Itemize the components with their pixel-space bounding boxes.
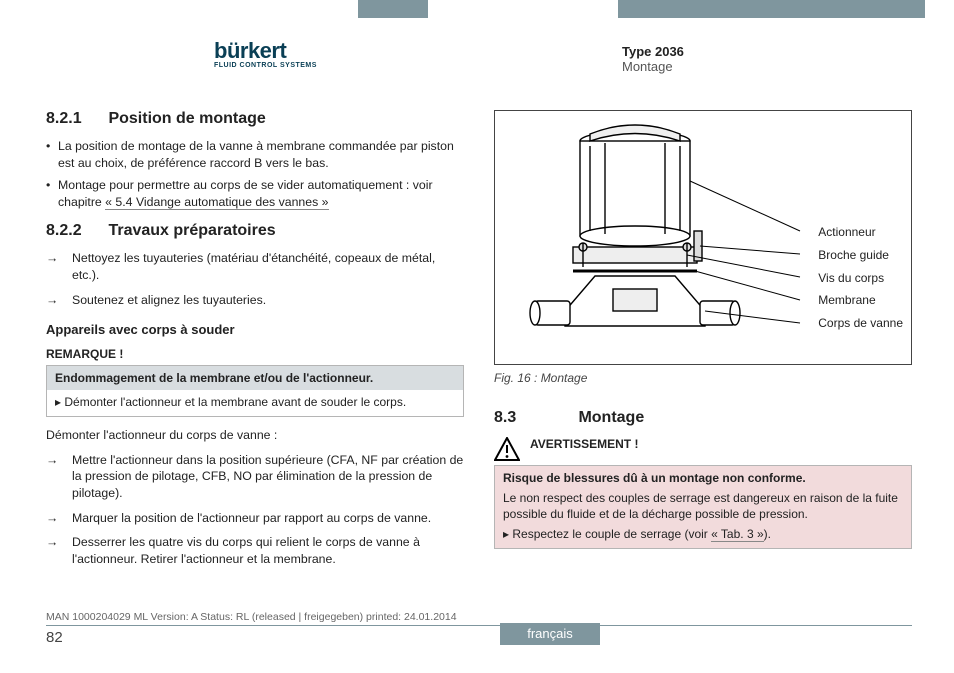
top-tab-right: [618, 0, 925, 18]
heading-822-num: 8.2.2: [46, 222, 104, 240]
figure-label: Broche guide: [818, 244, 903, 267]
brand-name: bürkert: [214, 40, 334, 62]
list-item: Desserrer les quatre vis du corps qui re…: [46, 534, 464, 567]
brand-tagline: FLUID CONTROL SYSTEMS: [214, 62, 334, 69]
heading-83: 8.3 Montage: [494, 409, 912, 427]
heading-83-title: Montage: [578, 409, 644, 426]
figure-label: Vis du corps: [818, 267, 903, 290]
language-tab: français: [500, 623, 600, 645]
warning-box: Risque de blessures dû à un montage non …: [494, 465, 912, 549]
heading-solder: Appareils avec corps à souder: [46, 322, 464, 337]
figure-labels: Actionneur Broche guide Vis du corps Mem…: [818, 221, 903, 335]
figure-label: Membrane: [818, 289, 903, 312]
warning-item: Respectez le couple de serrage (voir « T…: [495, 527, 911, 548]
figure-label: Corps de vanne: [818, 312, 903, 335]
demonter-steps: Mettre l'actionneur dans la position sup…: [46, 452, 464, 568]
page-number: 82: [46, 629, 63, 646]
note-body: Démonter l'actionneur et la membrane ava…: [47, 390, 463, 416]
list-item: Nettoyez les tuyauteries (matériau d'éta…: [46, 250, 464, 283]
top-tab-left: [358, 0, 428, 18]
note-label: REMARQUE !: [46, 347, 464, 361]
header-right: Type 2036 Montage: [622, 44, 684, 74]
heading-821: 8.2.1 Position de montage: [46, 110, 464, 128]
list-item: Marquer la position de l'actionneur par …: [46, 510, 464, 527]
warning-body: Le non respect des couples de serrage es…: [495, 490, 911, 527]
warning-header-row: AVERTISSEMENT !: [494, 437, 912, 461]
heading-821-title: Position de montage: [108, 110, 265, 127]
bullets-821: La position de montage de la vanne à mem…: [46, 138, 464, 210]
heading-83-num: 8.3: [494, 409, 574, 427]
list-item: Soutenez et alignez les tuyauteries.: [46, 292, 464, 309]
list-item: La position de montage de la vanne à mem…: [46, 138, 464, 171]
list-item: Mettre l'actionneur dans la position sup…: [46, 452, 464, 502]
warning-label: AVERTISSEMENT !: [530, 437, 638, 451]
header-type: Type 2036: [622, 44, 684, 59]
link-tab3[interactable]: « Tab. 3 »: [711, 527, 764, 542]
heading-821-num: 8.2.1: [46, 110, 104, 128]
heading-822: 8.2.2 Travaux préparatoires: [46, 222, 464, 240]
note-heading: Endommagement de la membrane et/ou de l'…: [47, 366, 463, 390]
note-box: Endommagement de la membrane et/ou de l'…: [46, 365, 464, 417]
footer-meta: MAN 1000204029 ML Version: A Status: RL …: [46, 611, 912, 626]
warning-heading: Risque de blessures dû à un montage non …: [495, 466, 911, 490]
demonter-intro: Démonter l'actionneur du corps de vanne …: [46, 427, 464, 444]
list-item: Montage pour permettre au corps de se vi…: [46, 177, 464, 210]
document-page: bürkert FLUID CONTROL SYSTEMS Type 2036 …: [0, 0, 954, 673]
brand-logo: bürkert FLUID CONTROL SYSTEMS: [214, 40, 334, 69]
warning-icon: [494, 437, 520, 461]
figure-box: Actionneur Broche guide Vis du corps Mem…: [494, 110, 912, 365]
right-column: Actionneur Broche guide Vis du corps Mem…: [494, 110, 912, 549]
header-section: Montage: [622, 59, 684, 74]
heading-822-title: Travaux préparatoires: [108, 222, 275, 239]
link-vidange[interactable]: « 5.4 Vidange automatique des vannes »: [105, 195, 328, 210]
arrows-822: Nettoyez les tuyauteries (matériau d'éta…: [46, 250, 464, 308]
figure-label: Actionneur: [818, 221, 903, 244]
left-column: 8.2.1 Position de montage La position de…: [46, 110, 464, 575]
figure-caption: Fig. 16 : Montage: [494, 371, 912, 385]
